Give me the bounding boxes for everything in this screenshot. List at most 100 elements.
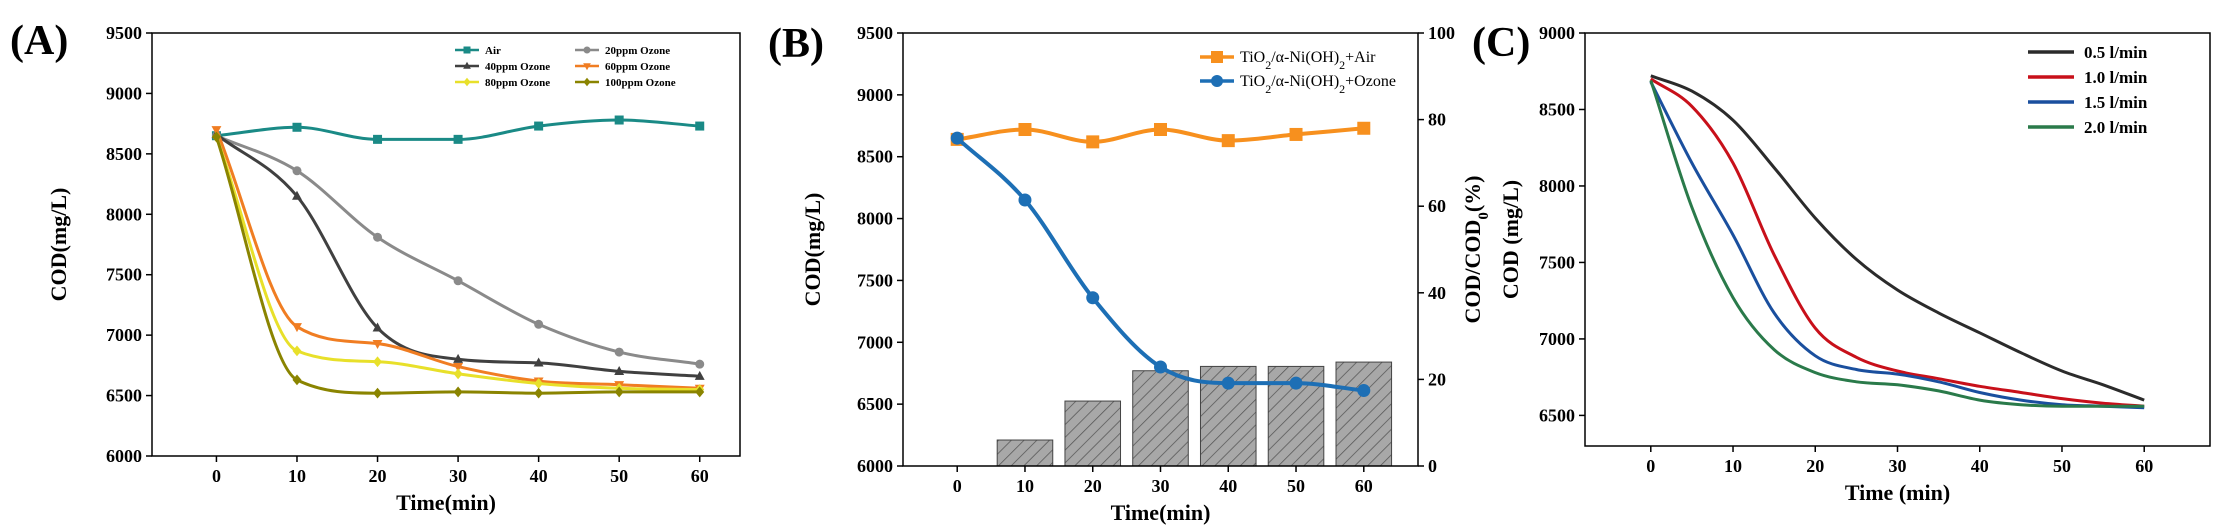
data-point: [1221, 376, 1235, 390]
y-tick-label: 9000: [857, 85, 893, 105]
data-point: [292, 122, 302, 132]
series-line: [1650, 74, 2145, 402]
y-tick-label: 8500: [1539, 99, 1575, 119]
data-point: [1221, 134, 1235, 148]
y-tick-label: 6000: [106, 446, 142, 466]
bar: [1064, 400, 1122, 467]
y2-title-part: COD/COD: [1460, 220, 1485, 324]
series-line: [215, 129, 700, 390]
data-point: [453, 353, 464, 363]
legend-label-part: +Air: [1345, 49, 1376, 66]
data-point: [1289, 127, 1303, 141]
legend-label-part: +Ozone: [1345, 73, 1396, 90]
y2-axis-title: COD/COD0(%): [1460, 175, 1492, 323]
y-axis-title: COD(mg/L): [800, 193, 825, 307]
x-tick-label: 0: [1646, 456, 1655, 476]
bar: [1335, 361, 1393, 467]
data-point: [373, 232, 383, 242]
legend-marker: [1211, 51, 1223, 63]
x-tick-label: 60: [1355, 476, 1373, 496]
data-point: [614, 366, 625, 375]
legend: Air 20ppm Ozone 40ppm Ozone 60ppm Ozone 80pp…: [455, 45, 676, 89]
legend-marker: [463, 61, 471, 69]
data-point: [373, 356, 383, 368]
series-line: [214, 136, 700, 395]
x-tick-label: 10: [288, 466, 306, 486]
data-point: [534, 121, 544, 131]
legend-marker: [463, 46, 471, 54]
x-tick-label: 40: [530, 466, 548, 486]
legend-marker: [463, 77, 471, 87]
x-tick-label: 20: [1806, 456, 1824, 476]
data-point: [211, 131, 221, 143]
data-point: [695, 359, 705, 369]
y-tick-label: 8000: [1539, 176, 1575, 196]
x-tick-label: 30: [449, 466, 467, 486]
panel-label: (B): [768, 21, 824, 67]
y-tick-label: 7500: [106, 265, 142, 285]
legend-label: 1.0 l/min: [2084, 68, 2148, 87]
y-tick-label: 9000: [106, 83, 142, 103]
legend-label: TiO2/α-Ni(OH)2+Air: [1240, 49, 1376, 72]
data-point: [372, 340, 383, 350]
legend-label: 40ppm Ozone: [485, 61, 550, 73]
x-tick-label: 40: [1219, 476, 1237, 496]
x-tick-label: 60: [2135, 456, 2153, 476]
y2-tick-label: 100: [1428, 23, 1455, 43]
legend-label-subscript: 2: [1339, 58, 1345, 72]
y-tick-label: 7500: [1539, 252, 1575, 272]
data-point: [1018, 122, 1032, 136]
legend-label: 1.5 l/min: [2084, 93, 2148, 112]
series-line: [1649, 79, 2145, 408]
x-tick-label: 20: [1084, 476, 1102, 496]
x-tick-label: 50: [2053, 456, 2071, 476]
series-line: [1649, 81, 2145, 410]
data-point: [292, 345, 302, 357]
y2-title-subscript: 0: [1476, 212, 1492, 220]
chart-panel-a: (A) 0 10 20 30 40 50 60 6000 6500 7000 7500 8000 8500…: [10, 18, 741, 515]
y-tick-label: 6500: [857, 394, 893, 414]
legend-label: Air: [485, 45, 501, 57]
legend-label-part: TiO: [1240, 73, 1265, 90]
bar: [1132, 370, 1189, 467]
legend-marker: [583, 77, 591, 87]
legend-label-part: /α-Ni(OH): [1271, 49, 1339, 66]
y-tick-label: 9000: [1539, 23, 1575, 43]
x-axis-title: Time(min): [1111, 500, 1211, 525]
legend-label: 60ppm Ozone: [605, 61, 670, 73]
x-tick-label: 30: [1889, 456, 1907, 476]
y-tick-label: 6500: [1539, 405, 1575, 425]
y-tick-label: 6500: [106, 386, 142, 406]
y2-tick-label: 60: [1428, 196, 1446, 216]
data-point: [534, 378, 544, 389]
y2-tick-label: 20: [1428, 369, 1446, 389]
y-tick-label: 8000: [857, 209, 893, 229]
y-tick-label: 6000: [857, 456, 893, 476]
data-point: [292, 190, 302, 200]
data-point: [534, 387, 544, 399]
data-point: [695, 386, 705, 398]
panel-label: (C): [1472, 20, 1530, 66]
data-point: [1018, 193, 1032, 207]
y2-title-part: (%): [1460, 175, 1485, 212]
legend-label-subscript: 2: [1265, 82, 1271, 96]
data-point: [533, 357, 544, 367]
data-point: [373, 387, 383, 399]
panel-label: (A): [10, 18, 68, 64]
data-point: [1086, 291, 1100, 305]
data-point: [292, 374, 302, 386]
y-axis-title: COD (mg/L): [1498, 180, 1523, 299]
data-point: [614, 386, 624, 398]
data-point: [950, 131, 964, 145]
x-tick-label: 20: [369, 466, 387, 486]
data-point: [695, 121, 705, 131]
legend-marker: [583, 63, 591, 71]
data-point: [1154, 360, 1167, 374]
legend-marker: [583, 46, 591, 54]
series-line: [215, 133, 700, 378]
data-point: [211, 126, 222, 136]
bar: [996, 439, 1054, 467]
y-tick-label: 8000: [106, 204, 142, 224]
data-point: [1357, 384, 1371, 398]
